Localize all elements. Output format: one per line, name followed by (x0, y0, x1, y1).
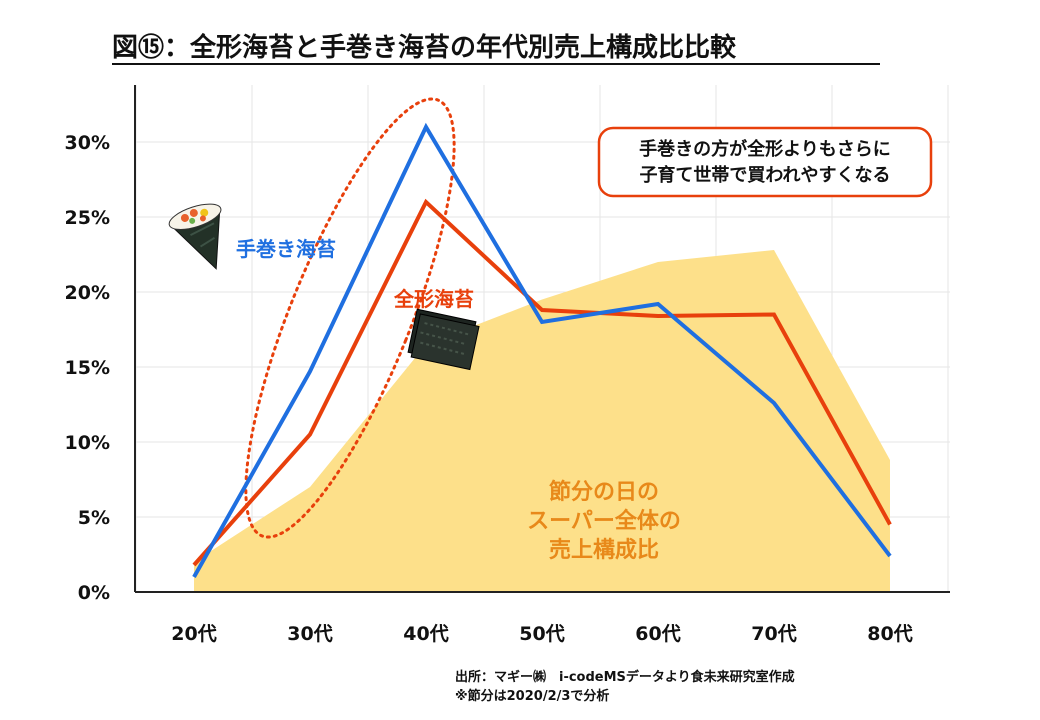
label-temaki: 手巻き海苔 (236, 237, 336, 261)
callout-line-2: 子育て世帯で買われやすくなる (639, 164, 890, 186)
x-tick-labels: 20代 30代 40代 50代 60代 70代 80代 (171, 623, 912, 645)
hand-roll-sushi-icon (168, 203, 222, 270)
series-line-temaki (192, 122, 892, 578)
callout-line-1: 手巻きの方が全形よりもさらに (639, 138, 891, 160)
callout-box (597, 126, 933, 198)
y-tick-label: 30% (65, 132, 110, 154)
chart-title: 図⑮：全形海苔と手巻き海苔の年代別売上構成比比較 (112, 32, 737, 63)
area-supermarket-share (194, 250, 890, 592)
x-tick-label: 40代 (403, 623, 448, 645)
x-tick-label: 50代 (519, 623, 564, 645)
source-line-1: 出所：マギー㈱ i-codeMSデータより食未来研究室作成 (455, 669, 795, 685)
area-label-line-1: 節分の日の (549, 479, 659, 505)
x-tick-label: 30代 (287, 623, 332, 645)
source-line-2: ※節分は2020/2/3で分析 (455, 688, 609, 704)
nori-sheet-icon (407, 308, 480, 371)
x-tick-label: 20代 (171, 623, 216, 645)
axes (134, 85, 950, 593)
y-tick-label: 10% (65, 432, 110, 454)
x-tick-label: 80代 (867, 623, 912, 645)
label-zenkei: 全形海苔 (393, 287, 474, 311)
highlight-dotted-ellipse (244, 97, 456, 539)
y-tick-label: 15% (65, 357, 110, 379)
y-tick-label: 0% (78, 582, 110, 604)
x-tick-label: 60代 (635, 623, 680, 645)
series-line-zenkei (192, 198, 892, 567)
y-tick-label: 5% (78, 507, 110, 529)
area-label-line-3: 売上構成比 (549, 537, 659, 563)
area-label-line-2: スーパー全体の (527, 508, 681, 534)
series-lines (192, 122, 892, 578)
y-tick-label: 25% (65, 207, 110, 229)
x-tick-label: 70代 (751, 623, 796, 645)
y-tick-labels: 0% 5% 10% 15% 20% 25% 30% (65, 132, 110, 604)
y-tick-label: 20% (65, 282, 110, 304)
